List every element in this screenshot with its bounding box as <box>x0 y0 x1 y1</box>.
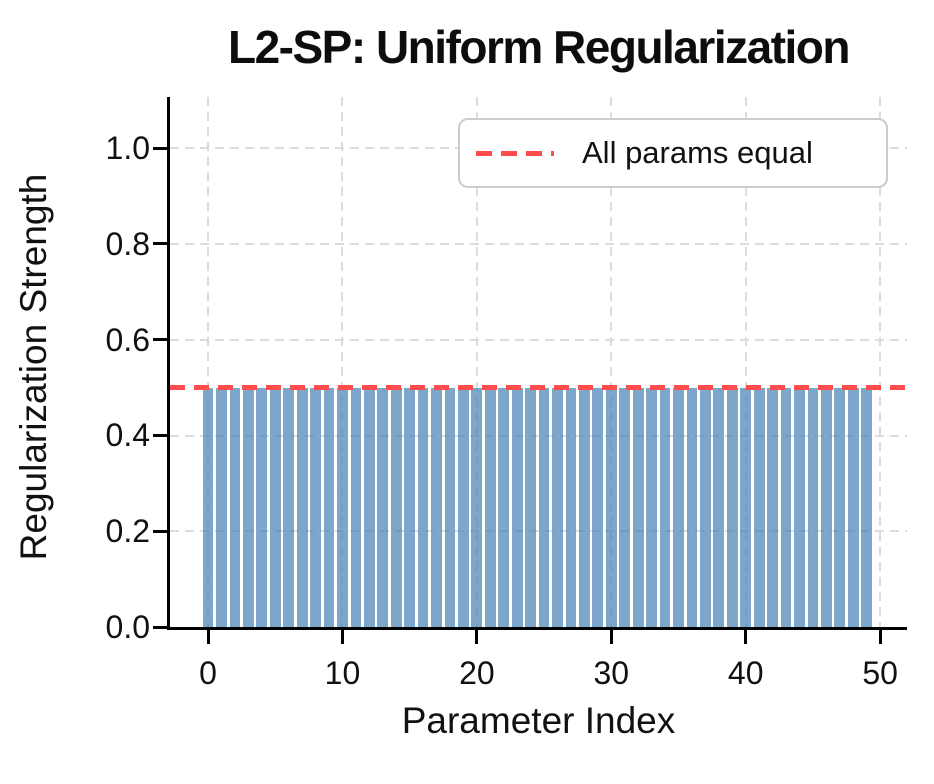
bar-40 <box>740 387 752 627</box>
bar-14 <box>390 387 402 627</box>
bar-8 <box>310 387 321 627</box>
bar-41 <box>753 387 765 627</box>
x-tick-label-10: 10 <box>324 655 361 691</box>
bar-47 <box>834 387 846 627</box>
bar-2 <box>229 387 241 627</box>
bar-44 <box>794 387 805 627</box>
y-axis-label: Regularization Strength <box>13 173 54 561</box>
bar-1 <box>216 387 227 627</box>
bar-34 <box>659 387 671 627</box>
y-tick-label-0.8: 0.8 <box>105 225 150 262</box>
gridline-y-0.6 <box>170 338 907 341</box>
x-axis-spine <box>167 627 907 630</box>
gridline-x-0 <box>207 97 210 627</box>
bar-39 <box>726 387 738 627</box>
x-tick-50 <box>878 630 882 644</box>
y-tick-0.2 <box>153 529 167 533</box>
plot-area: All params equal <box>170 97 907 627</box>
y-tick-label-1.0: 1.0 <box>105 130 150 167</box>
bar-5 <box>269 387 281 627</box>
bar-21 <box>484 387 496 627</box>
bar-24 <box>525 387 536 627</box>
bar-0 <box>202 387 214 627</box>
x-tick-30 <box>609 630 613 644</box>
bar-4 <box>256 387 268 627</box>
bar-16 <box>417 387 429 627</box>
y-tick-0.8 <box>153 242 167 246</box>
bar-7 <box>296 387 308 627</box>
gridline-x-30 <box>610 97 613 627</box>
y-tick-0.0 <box>153 625 167 629</box>
bar-48 <box>847 387 859 627</box>
bar-35 <box>673 387 684 627</box>
bar-49 <box>861 387 873 627</box>
gridline-x-20 <box>475 97 478 627</box>
bar-38 <box>713 387 725 627</box>
y-tick-0.4 <box>153 433 167 437</box>
bar-30 <box>605 387 617 627</box>
bar-12 <box>363 387 375 627</box>
bar-18 <box>444 387 456 627</box>
x-tick-20 <box>475 630 479 644</box>
y-tick-label-0.0: 0.0 <box>105 609 150 645</box>
x-tick-label-30: 30 <box>593 655 630 691</box>
x-tick-label-0: 0 <box>199 655 217 691</box>
bar-13 <box>377 387 389 627</box>
x-tick-40 <box>744 630 748 644</box>
bar-6 <box>283 387 295 627</box>
bar-37 <box>700 387 711 627</box>
bar-20 <box>471 387 483 627</box>
y-tick-1.0 <box>153 146 167 150</box>
bar-26 <box>552 387 563 627</box>
gridline-x-40 <box>744 97 747 627</box>
bar-11 <box>350 387 362 627</box>
gridline-y-0.4 <box>170 434 907 437</box>
x-tick-label-50: 50 <box>862 655 898 691</box>
bar-27 <box>565 387 577 627</box>
bar-15 <box>404 387 416 627</box>
bar-32 <box>632 387 644 627</box>
bar-3 <box>242 387 254 627</box>
bar-17 <box>431 387 442 627</box>
bar-46 <box>820 387 832 627</box>
bar-22 <box>498 387 510 627</box>
bar-36 <box>686 387 698 627</box>
x-tick-label-20: 20 <box>459 655 495 691</box>
bar-29 <box>592 387 604 627</box>
x-tick-10 <box>340 630 344 644</box>
legend: All params equal <box>458 118 888 188</box>
bar-43 <box>780 387 792 627</box>
bar-45 <box>807 387 819 627</box>
legend-label: All params equal <box>582 135 813 170</box>
bar-28 <box>579 387 590 627</box>
y-axis-spine <box>167 97 170 630</box>
bar-9 <box>323 387 335 627</box>
reference-line <box>170 385 907 391</box>
x-axis-label: Parameter Index <box>401 700 676 741</box>
chart-title: L2-SP: Uniform Regularization <box>228 21 850 73</box>
y-tick-0.6 <box>153 338 167 342</box>
gridline-x-10 <box>341 97 344 627</box>
y-tick-label-0.4: 0.4 <box>105 417 150 454</box>
bar-42 <box>767 387 778 627</box>
gridline-y-0.8 <box>170 242 907 245</box>
bar-33 <box>646 387 657 627</box>
x-tick-label-40: 40 <box>727 655 764 691</box>
y-tick-label-0.6: 0.6 <box>105 321 150 358</box>
bar-25 <box>538 387 550 627</box>
x-tick-0 <box>206 630 210 644</box>
legend-dashed-line-sample <box>476 150 554 156</box>
gridline-y-0.2 <box>170 530 907 533</box>
bar-23 <box>511 387 523 627</box>
gridline-x-50 <box>879 97 882 627</box>
bar-10 <box>337 387 348 627</box>
bar-31 <box>619 387 631 627</box>
bar-19 <box>458 387 469 627</box>
y-tick-label-0.2: 0.2 <box>105 513 150 550</box>
